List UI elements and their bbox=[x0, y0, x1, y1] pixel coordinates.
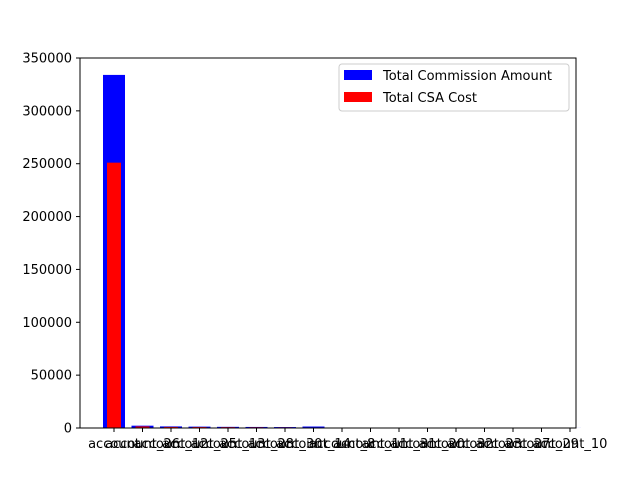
x-axis: accountaccount_26account_12account_25acc… bbox=[88, 428, 607, 452]
legend-label-csa-cost: Total CSA Cost bbox=[382, 91, 477, 106]
x-tick-label: account bbox=[88, 437, 140, 452]
bars-group bbox=[103, 74, 581, 429]
y-tick-label: 50000 bbox=[31, 369, 72, 384]
x-tick-label: account_27 bbox=[476, 437, 551, 452]
y-tick-label: 300000 bbox=[22, 104, 72, 119]
y-tick-label: 250000 bbox=[22, 157, 72, 172]
bar-csa-cost-account_26 bbox=[135, 426, 150, 428]
x-tick-label: account_29 bbox=[504, 437, 579, 452]
legend-swatch-csa-cost bbox=[344, 92, 372, 102]
bar-commission-account_14 bbox=[302, 426, 325, 428]
bar-csa-cost-account_12 bbox=[164, 426, 178, 428]
x-tick-label: account_31 bbox=[362, 437, 437, 452]
x-tick-label: account_13 bbox=[191, 437, 266, 452]
bar-csa-cost-account bbox=[107, 162, 121, 428]
y-tick-label: 200000 bbox=[22, 210, 72, 225]
x-tick-label: account_12 bbox=[134, 437, 209, 452]
plot-frame bbox=[79, 57, 577, 429]
x-tick-label: account_28 bbox=[219, 437, 294, 452]
x-tick-label: account_32 bbox=[419, 437, 494, 452]
x-tick-label: account_26 bbox=[105, 437, 180, 452]
legend-swatch-commission bbox=[344, 70, 372, 80]
legend-label-commission: Total Commission Amount bbox=[382, 69, 552, 84]
x-tick-label: account_25 bbox=[162, 437, 237, 452]
x-tick-label: account_14 bbox=[276, 437, 351, 452]
y-tick-label: 350000 bbox=[22, 52, 72, 67]
x-tick-label: account_10 bbox=[533, 437, 608, 452]
y-tick-label: 0 bbox=[64, 422, 72, 437]
y-axis: 0 50000 100000 150000 200000 250000 300000 3500… bbox=[22, 52, 80, 437]
y-tick-label: 100000 bbox=[22, 316, 72, 331]
x-tick-label: account_8 bbox=[309, 437, 376, 452]
x-tick-label: account_23 bbox=[447, 437, 522, 452]
x-tick-label: account_11 bbox=[333, 437, 408, 452]
y-tick-label: 150000 bbox=[22, 263, 72, 278]
legend-box bbox=[338, 63, 570, 112]
x-tick-label: account_30 bbox=[248, 437, 323, 452]
x-tick-label: account_20 bbox=[390, 437, 465, 452]
legend: Total Commission Amount Total CSA Cost bbox=[338, 63, 570, 112]
